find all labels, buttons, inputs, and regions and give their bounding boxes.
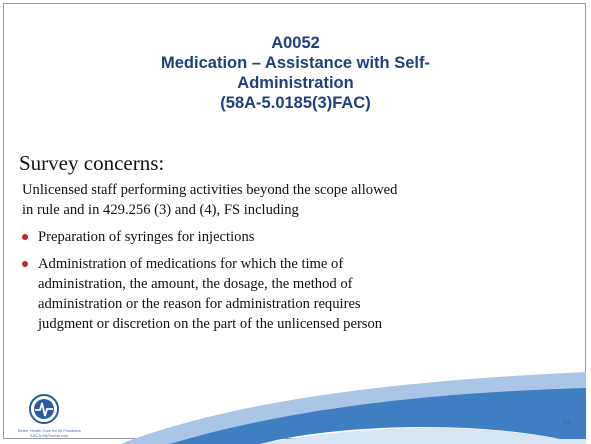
title-line: Medication – Assistance with Self- [0,53,591,73]
title-line: Administration [0,73,591,93]
bullet-dot [22,261,28,267]
title-line: A0052 [0,33,591,53]
footer-text: AHCA.MyFlorida.com [30,433,68,438]
intro-line: Unlicensed staff performing activities b… [22,180,397,200]
intro-line: in rule and in 429.256 (3) and (4), FS i… [22,200,299,220]
bullet-line: administration, the amount, the dosage, … [38,274,353,294]
bullet-line: administration or the reason for adminis… [38,294,361,314]
bullet-dot [22,234,28,240]
title-line: (58A-5.0185(3)FAC) [0,93,591,113]
bullet-line: judgment or discretion on the part of th… [38,314,382,334]
bullet-line: Administration of medications for which … [38,254,343,274]
bullet-line: Preparation of syringes for injections [38,227,254,247]
page-number: 34 [562,418,571,427]
slide: A0052Medication – Assistance with Self-A… [0,0,591,444]
heading: Survey concerns: [19,151,164,176]
